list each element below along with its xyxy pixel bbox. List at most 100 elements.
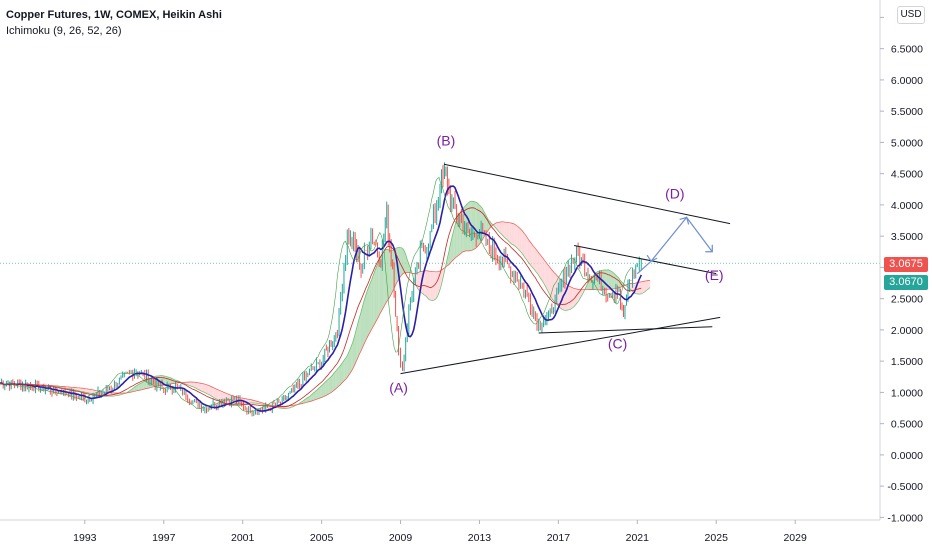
cloud-segment <box>499 221 502 235</box>
y-tick-label: 4.0000 <box>891 200 923 212</box>
cloud-segment <box>563 282 566 311</box>
cloud-segment <box>170 377 173 384</box>
cloud-segment <box>191 381 194 387</box>
y-tick-label: 1.5000 <box>891 356 923 368</box>
cloud-segment <box>320 385 322 399</box>
indicator-label[interactable]: Ichimoku (9, 26, 52, 26) <box>6 25 122 37</box>
cloud-segment <box>328 377 331 395</box>
cloud-segment <box>369 279 372 333</box>
cloud-segment <box>618 277 620 288</box>
cloud-segment <box>383 250 385 309</box>
cloud-segment <box>138 383 140 391</box>
cloud-segment <box>453 225 455 261</box>
indicator-lines <box>0 177 643 413</box>
cloud-segment <box>526 235 528 262</box>
cloud-segment <box>524 233 527 260</box>
y-tick-label: 0.0000 <box>891 450 923 462</box>
cloud-segment <box>80 388 83 392</box>
cloud-segment <box>513 223 515 246</box>
last-price-tag: 3.0675 <box>884 257 928 272</box>
y-tick-label: 5.5000 <box>891 106 923 118</box>
cloud-segment <box>321 383 324 398</box>
cloud-segment <box>187 381 190 386</box>
y-tick-label: 0.5000 <box>891 419 923 431</box>
cloud-segment <box>354 329 357 366</box>
cloud-segment <box>451 231 454 262</box>
cloud-segment <box>210 386 213 397</box>
cloud-segment <box>425 270 428 298</box>
cloud-segment <box>379 254 382 315</box>
cloud-segment <box>359 312 361 355</box>
cloud-segment <box>534 247 537 272</box>
cloud-segment <box>516 225 518 249</box>
leading-span-b <box>8 221 651 407</box>
cloud-segment <box>376 262 379 321</box>
cloud-segment <box>365 291 367 342</box>
cloud-segment <box>378 257 380 318</box>
leading-span-a <box>8 200 651 409</box>
y-tick-label: 2.5000 <box>891 294 923 306</box>
cloud-segment <box>203 383 206 393</box>
cloud-segment <box>65 386 68 389</box>
cloud-segment <box>568 285 571 310</box>
cloud-segment <box>519 228 522 253</box>
cloud-segment <box>330 375 333 394</box>
cloud-segment <box>468 201 471 251</box>
cloud-segment <box>335 369 337 390</box>
cloud-segment <box>400 247 402 278</box>
cloud-segment <box>205 384 207 394</box>
cloud-segment <box>641 281 644 294</box>
cloud-segment <box>401 247 404 276</box>
cloud-segment <box>371 275 374 330</box>
cloud-segment <box>250 399 253 404</box>
axes: 76.50006.00005.50005.00004.50004.00003.5… <box>0 0 923 544</box>
drawing-layer: (A) (B) (C) (D) (E) <box>389 133 731 395</box>
cloud-segment <box>360 306 363 352</box>
cloud-segment <box>208 385 211 396</box>
cloud-segment <box>143 380 146 390</box>
cloud-segment <box>644 280 647 292</box>
symbol-title[interactable]: Copper Futures, 1W, COMEX, Heikin Ashi <box>6 9 222 21</box>
currency-badge[interactable]: USD <box>897 6 925 24</box>
cloud-segment <box>136 384 139 391</box>
x-tick-label: 2029 <box>783 532 807 544</box>
cloud-segment <box>338 365 340 387</box>
cloud-segment <box>198 382 201 391</box>
cloud-segment <box>141 381 144 390</box>
cloud-segment <box>447 251 449 266</box>
cloud-segment <box>509 222 512 244</box>
cloud-segment <box>427 270 430 300</box>
cloud-segment <box>73 387 76 391</box>
cloud-segment <box>87 388 89 394</box>
y-tick-label: -0.5000 <box>887 481 923 493</box>
x-tick-label: 2005 <box>310 532 334 544</box>
cloud-segment <box>200 383 202 392</box>
cloud-segment <box>572 287 574 309</box>
cloud-segment <box>613 272 615 289</box>
cloud-segment <box>83 388 86 393</box>
cloud-segment <box>201 383 204 392</box>
cloud-segment <box>549 266 551 297</box>
y-tick-label: 2.0000 <box>891 325 923 337</box>
y-tick-label: -1.0000 <box>887 512 923 524</box>
cloud-segment <box>456 217 458 258</box>
cloud-segment <box>527 238 530 264</box>
cloud-segment <box>517 226 520 251</box>
cloud-segment <box>501 221 504 236</box>
wave-label: (A) <box>389 379 408 395</box>
cloud-segment <box>357 317 360 359</box>
cloud-segment <box>508 222 510 243</box>
cloud-segment <box>88 389 91 394</box>
cloud-segment <box>347 350 350 377</box>
cloud-segment <box>373 270 375 327</box>
cloud-segment <box>586 282 589 290</box>
cloud-segment <box>75 387 78 391</box>
base-line <box>0 207 642 408</box>
lagging-span <box>0 177 632 413</box>
wave-label: (B) <box>437 133 456 149</box>
wave-label: (D) <box>665 186 684 202</box>
cloud-segment <box>545 262 548 291</box>
cloud-segment <box>341 361 344 384</box>
ichimoku-cloud <box>8 200 651 409</box>
